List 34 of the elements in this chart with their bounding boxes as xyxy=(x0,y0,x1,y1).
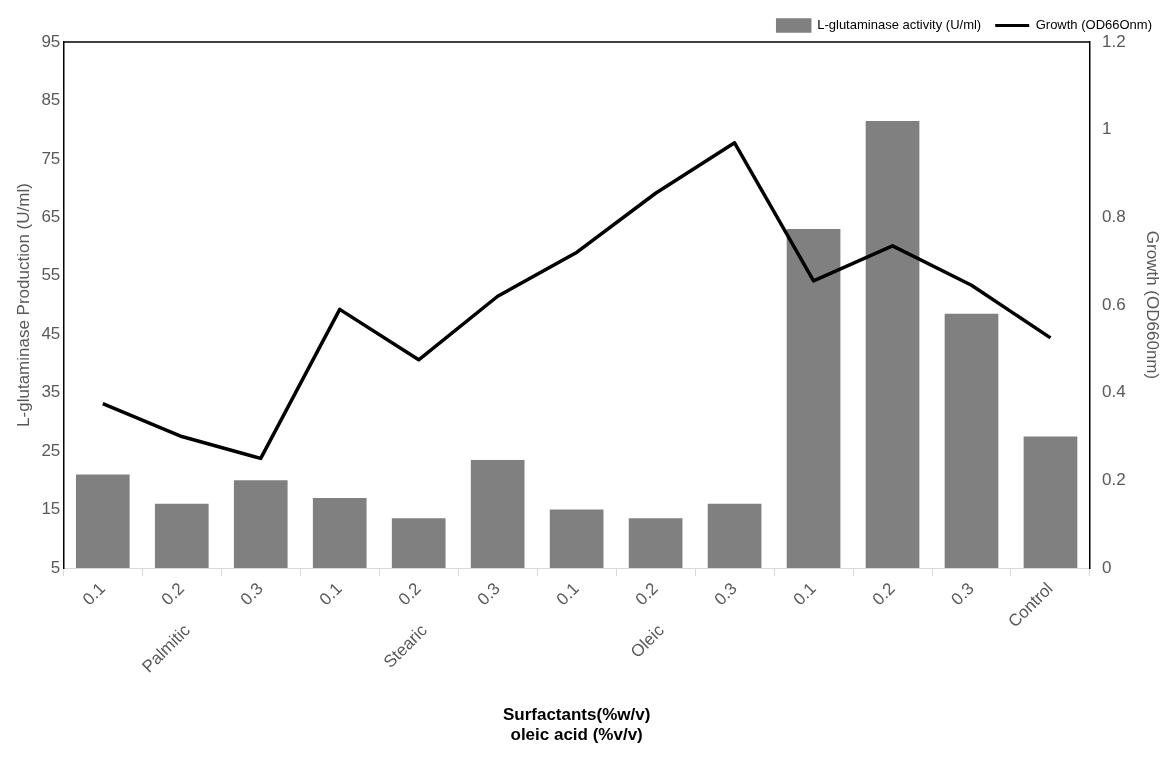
y2-tick-label: 1 xyxy=(1101,119,1112,139)
x-tick-label: 0.2 xyxy=(394,578,425,610)
y2-tick-label: 0.4 xyxy=(1101,382,1126,402)
y-tick-label: 15 xyxy=(41,499,61,519)
y-tick-label: 75 xyxy=(41,148,61,168)
x-tick-label: 0.1 xyxy=(552,578,583,610)
y-tick-label: 5 xyxy=(50,557,61,577)
x-axis-title: Surfactants(%w/v) oleic acid (%v/v) xyxy=(502,705,651,745)
legend-label: Growth (OD66Onm) xyxy=(1035,17,1153,33)
y-tick-label: 35 xyxy=(41,382,61,402)
y2-axis-title: Growth (OD660nm) xyxy=(1143,230,1163,380)
y-tick-label: 25 xyxy=(41,440,61,460)
y-tick-label: 65 xyxy=(41,207,61,227)
y-tick-label: 95 xyxy=(41,31,61,51)
y2-tick-label: 0.8 xyxy=(1101,207,1126,227)
y2-tick-label: 1.2 xyxy=(1101,31,1126,51)
x-tick-label: 0.3 xyxy=(710,578,741,610)
x-tick-label: 0.1 xyxy=(789,578,820,610)
x-tick-label: 0.2 xyxy=(157,578,188,610)
x-tick-label: 0.1 xyxy=(315,578,346,610)
y2-tick-label: 0.6 xyxy=(1101,294,1126,314)
legend-label: L-glutaminase activity (U/ml) xyxy=(817,17,982,33)
x-tick-label: 0.3 xyxy=(473,578,504,610)
y-tick-label: 85 xyxy=(41,90,61,110)
x-tick-label: 0.1 xyxy=(78,578,109,610)
y-tick-label: 55 xyxy=(41,265,61,285)
x-tick-label: 0.3 xyxy=(947,578,978,610)
y2-tick-label: 0 xyxy=(1101,557,1112,577)
x-tick-label: 0.2 xyxy=(868,578,899,610)
y-axis-title: L-glutaminase Production (U/ml) xyxy=(13,183,33,427)
x-tick-label: 0.2 xyxy=(631,578,662,610)
y-tick-label: 45 xyxy=(41,323,61,343)
y2-tick-label: 0.2 xyxy=(1101,470,1126,490)
x-tick-label: 0.3 xyxy=(236,578,267,610)
